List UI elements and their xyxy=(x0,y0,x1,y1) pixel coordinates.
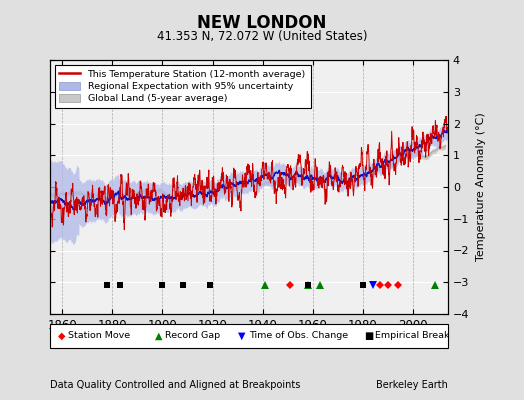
Text: Station Move: Station Move xyxy=(68,332,130,340)
Text: Time of Obs. Change: Time of Obs. Change xyxy=(249,332,348,340)
Text: Berkeley Earth: Berkeley Earth xyxy=(376,380,448,390)
Text: Empirical Break: Empirical Break xyxy=(375,332,449,340)
Legend: This Temperature Station (12-month average), Regional Expectation with 95% uncer: This Temperature Station (12-month avera… xyxy=(54,65,311,108)
Text: ◆: ◆ xyxy=(58,331,65,341)
Text: NEW LONDON: NEW LONDON xyxy=(198,14,326,32)
Text: Data Quality Controlled and Aligned at Breakpoints: Data Quality Controlled and Aligned at B… xyxy=(50,380,300,390)
Text: ■: ■ xyxy=(364,331,374,341)
Y-axis label: Temperature Anomaly (°C): Temperature Anomaly (°C) xyxy=(476,113,486,261)
Text: ▼: ▼ xyxy=(238,331,246,341)
Text: ▲: ▲ xyxy=(155,331,162,341)
Text: 41.353 N, 72.072 W (United States): 41.353 N, 72.072 W (United States) xyxy=(157,30,367,43)
Text: Record Gap: Record Gap xyxy=(165,332,220,340)
